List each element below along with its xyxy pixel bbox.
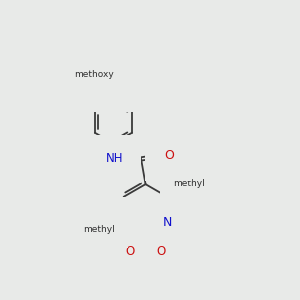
- Text: O: O: [164, 149, 174, 162]
- Text: methyl: methyl: [83, 225, 115, 234]
- Text: O: O: [156, 244, 166, 258]
- Text: N: N: [119, 216, 128, 229]
- Text: O: O: [125, 244, 135, 258]
- Text: N: N: [163, 216, 172, 229]
- Text: O: O: [113, 80, 123, 93]
- Text: NH: NH: [106, 152, 123, 165]
- Text: methoxy: methoxy: [74, 70, 113, 79]
- Text: methyl: methyl: [173, 179, 205, 188]
- Text: S: S: [142, 228, 149, 241]
